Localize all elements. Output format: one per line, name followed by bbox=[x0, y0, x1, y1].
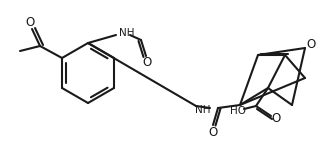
Text: O: O bbox=[306, 38, 316, 51]
Text: O: O bbox=[142, 56, 152, 69]
Text: HO: HO bbox=[230, 106, 246, 116]
Text: O: O bbox=[208, 125, 218, 138]
Text: NH: NH bbox=[119, 28, 134, 38]
Text: O: O bbox=[271, 113, 281, 125]
Text: NH: NH bbox=[195, 105, 211, 115]
Text: O: O bbox=[25, 16, 35, 29]
